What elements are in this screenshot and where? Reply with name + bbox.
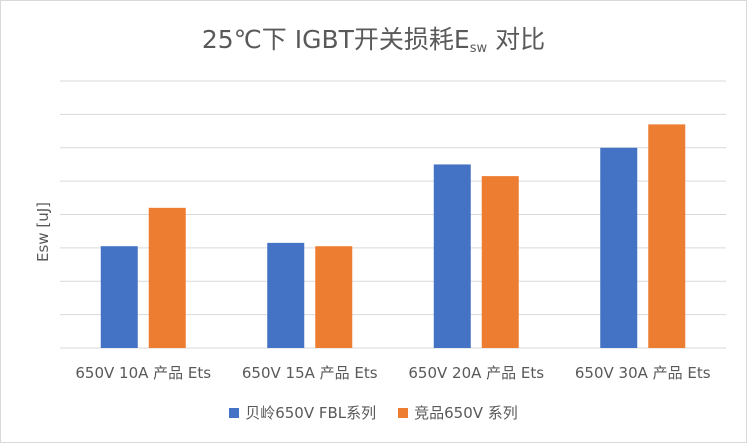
x-tick-label: 650V 15A 产品 Ets [242, 364, 378, 382]
x-tick-label: 650V 30A 产品 Ets [575, 364, 711, 382]
bar-series-2-category-2 [315, 246, 353, 348]
legend-item-2: 竞品650V 系列 [398, 402, 518, 423]
legend: 贝岭650V FBL系列 竞品650V 系列 [0, 402, 747, 423]
legend-swatch [398, 407, 409, 418]
x-tick-label: 650V 20A 产品 Ets [408, 364, 544, 382]
bar-series-2-category-4 [648, 124, 686, 348]
chart-title-main: 25℃下 IGBT开关损耗E [201, 25, 470, 54]
bar-series-2-category-1 [148, 207, 186, 348]
legend-label: 贝岭650V FBL系列 [245, 404, 377, 422]
bar-series-2-category-3 [481, 176, 519, 348]
bar-series-1-category-2 [267, 242, 305, 348]
x-tick-label: 650V 10A 产品 Ets [75, 364, 211, 382]
legend-item-1: 贝岭650V FBL系列 [229, 402, 376, 423]
legend-swatch [229, 407, 240, 418]
bar-series-1-category-4 [600, 147, 638, 348]
bar-series-1-category-3 [433, 164, 471, 348]
bar-series-1-category-1 [100, 246, 138, 348]
chart-title-subscript: sw [469, 41, 488, 56]
x-tick-labels: 650V 10A 产品 Ets 650V 15A 产品 Ets 650V 20A 产… [75, 364, 710, 382]
chart-title-suffix: 对比 [487, 25, 546, 54]
bars [100, 124, 686, 348]
chart-title: 25℃下 IGBT开关损耗Esw 对比 [0, 20, 747, 56]
legend-label: 竞品650V 系列 [414, 404, 518, 422]
